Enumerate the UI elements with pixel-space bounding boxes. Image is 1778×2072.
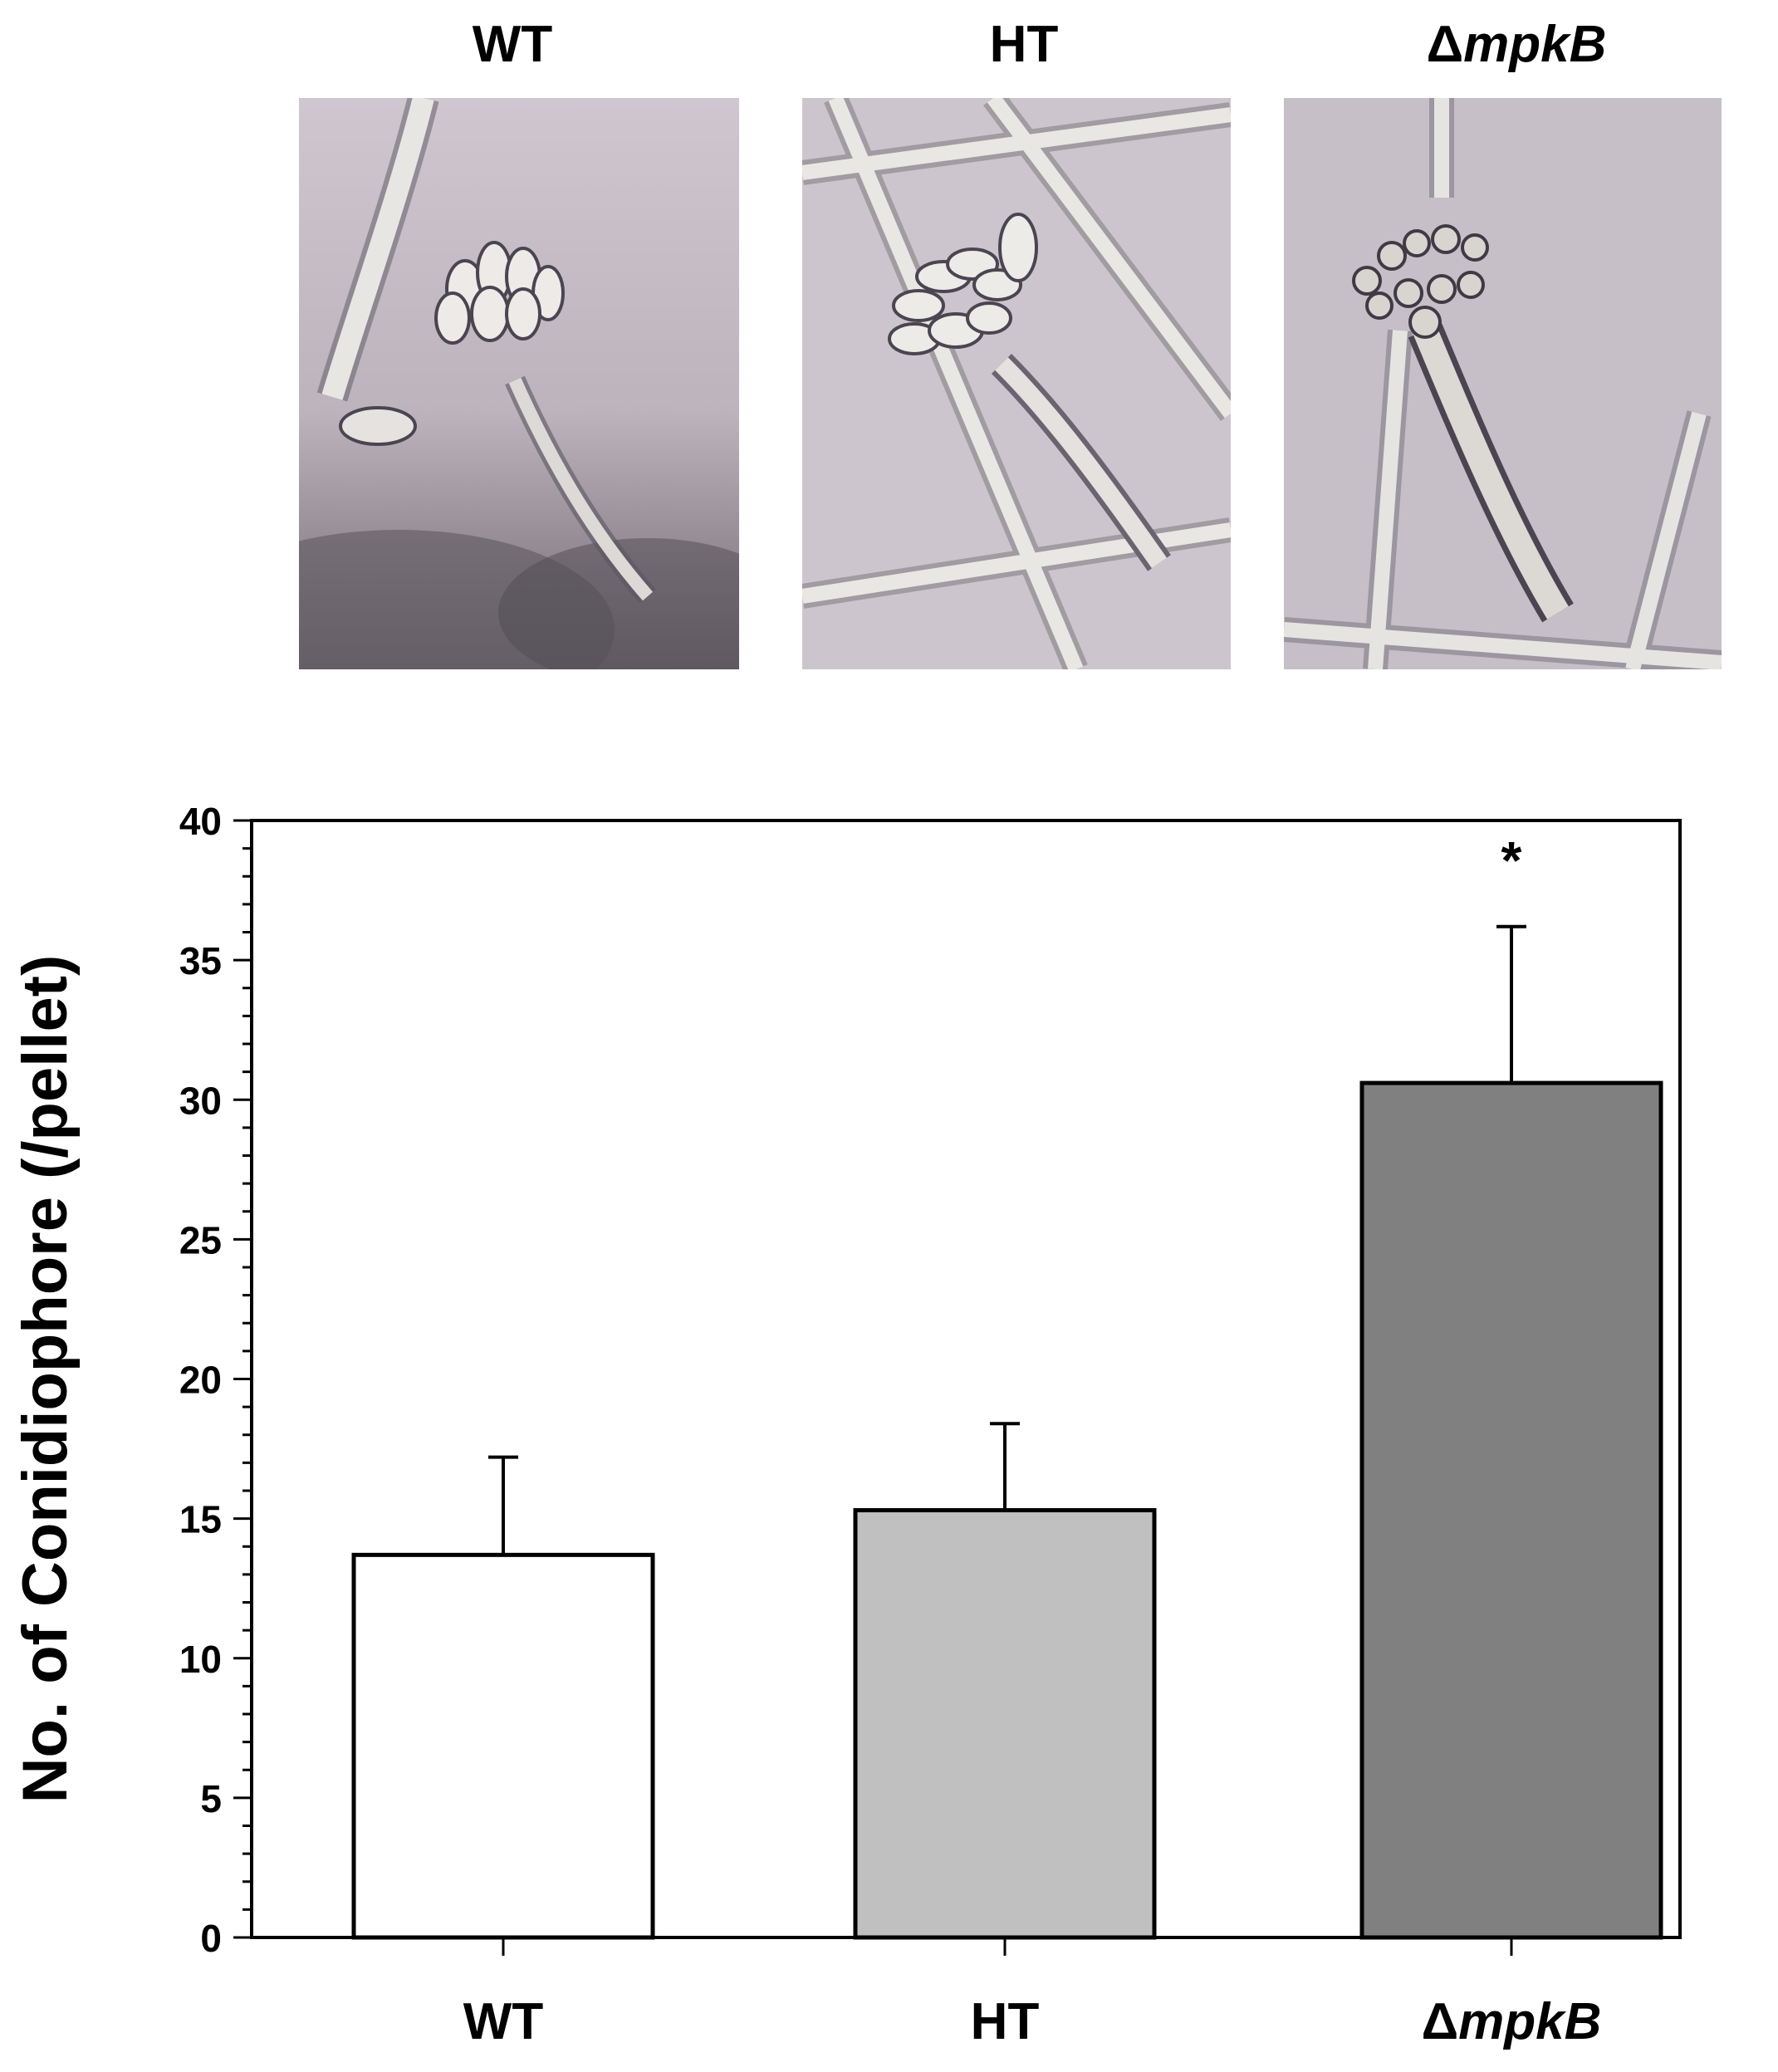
bar-chart: 0 5 10 15 20 25 30 35 40 No. of Conidiophore (/pe…	[10, 800, 1682, 2050]
y-tick-label: 10	[179, 1638, 222, 1681]
y-tick-label: 25	[179, 1218, 222, 1261]
chart-bars	[351, 924, 1663, 1940]
y-tick-label: 0	[200, 1917, 222, 1960]
panel-label-wt: WT	[288, 15, 737, 74]
x-tick-label: ΔmpkB	[1422, 1993, 1602, 2050]
y-tick-label: 20	[179, 1359, 222, 1402]
x-tick-label: WT	[463, 1993, 544, 2050]
y-tick-label: 15	[179, 1498, 222, 1541]
bar-mpkb	[1359, 1080, 1663, 1940]
micrograph-wt	[299, 98, 739, 669]
panel-label-mpkb-prefix: Δ	[1426, 16, 1464, 73]
bar-ht	[853, 1508, 1157, 1940]
y-tick-label: 40	[179, 800, 222, 843]
y-tick-label: 30	[179, 1079, 222, 1122]
y-tick-label: 5	[200, 1777, 222, 1820]
micrograph-ht	[802, 98, 1231, 669]
panel-label-wt-text: WT	[472, 16, 553, 73]
panel-label-mpkb: ΔmpkB	[1292, 15, 1741, 74]
x-tick-label: HT	[971, 1993, 1040, 2050]
micrograph-mpkb	[1284, 98, 1722, 669]
significance-marker: *	[1501, 830, 1522, 890]
panel-label-ht-text: HT	[989, 16, 1059, 73]
panel-label-mpkb-italic: mpkB	[1463, 16, 1607, 73]
bar-wt	[351, 1552, 655, 1940]
chart-labels: 0 5 10 15 20 25 30 35 40 No. of Conidiophore (/pe…	[10, 800, 1601, 2050]
y-axis-label: No. of Conidiophore (/pellet)	[10, 955, 81, 1804]
panel-label-ht: HT	[800, 15, 1248, 74]
y-tick-label: 35	[179, 939, 222, 982]
